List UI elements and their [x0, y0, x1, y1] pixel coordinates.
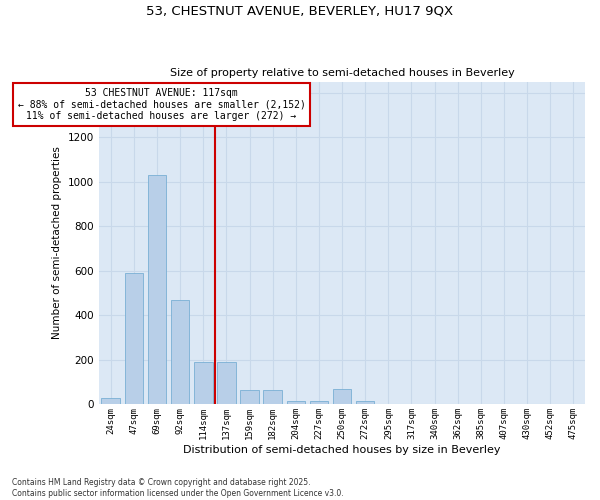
Bar — [194, 362, 212, 405]
Text: Contains HM Land Registry data © Crown copyright and database right 2025.
Contai: Contains HM Land Registry data © Crown c… — [12, 478, 344, 498]
Bar — [287, 401, 305, 404]
Text: 53 CHESTNUT AVENUE: 117sqm
← 88% of semi-detached houses are smaller (2,152)
11%: 53 CHESTNUT AVENUE: 117sqm ← 88% of semi… — [17, 88, 305, 122]
Bar — [333, 389, 352, 404]
Text: 53, CHESTNUT AVENUE, BEVERLEY, HU17 9QX: 53, CHESTNUT AVENUE, BEVERLEY, HU17 9QX — [146, 5, 454, 18]
Bar — [148, 175, 166, 404]
Title: Size of property relative to semi-detached houses in Beverley: Size of property relative to semi-detach… — [170, 68, 514, 78]
Y-axis label: Number of semi-detached properties: Number of semi-detached properties — [52, 146, 62, 340]
Bar — [310, 401, 328, 404]
Bar — [240, 390, 259, 404]
Bar — [217, 362, 236, 405]
Bar — [171, 300, 190, 405]
Bar — [263, 390, 282, 404]
X-axis label: Distribution of semi-detached houses by size in Beverley: Distribution of semi-detached houses by … — [184, 445, 501, 455]
Bar — [356, 401, 374, 404]
Bar — [101, 398, 120, 404]
Bar — [125, 273, 143, 404]
